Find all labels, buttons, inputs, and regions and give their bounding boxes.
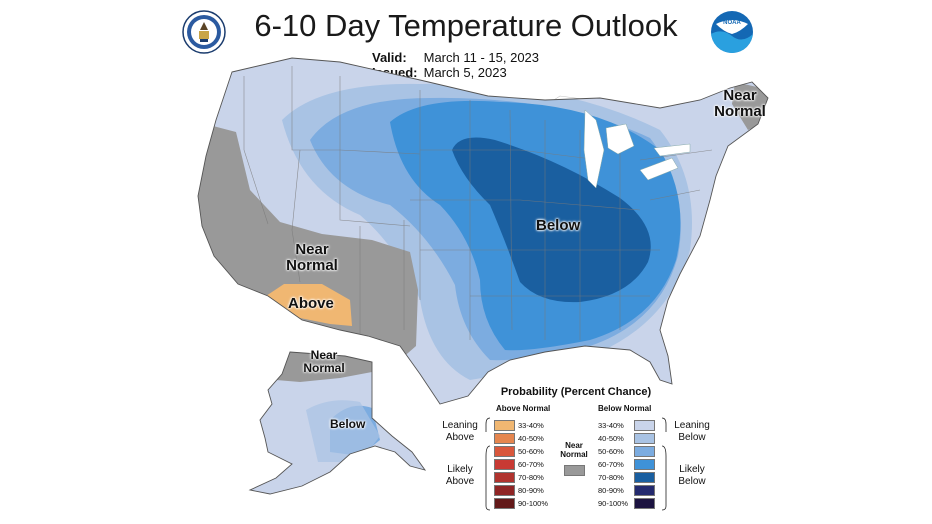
above-normal-swatch — [494, 446, 515, 457]
below-alaska-label: Below — [330, 417, 366, 431]
above-33-40-region — [266, 284, 352, 326]
conus-outlook — [198, 58, 768, 404]
below-70-80-region — [452, 137, 651, 303]
near-normal-alaska-label: Near Normal — [300, 349, 348, 374]
above-label: Above — [288, 295, 334, 312]
below-normal-swatch — [634, 472, 655, 483]
issued-value: March 5, 2023 — [423, 65, 507, 80]
near-normal-legend-line2: Normal — [560, 450, 588, 460]
near-normal-swatch — [564, 465, 585, 476]
legend-brackets — [485, 417, 667, 511]
below-normal-swatch-label: 90-100% — [598, 499, 629, 508]
above-normal-swatch-label: 90-100% — [518, 499, 549, 508]
leaning-below-label: Leaning Below — [670, 420, 714, 443]
issued-date: Issued: March 5, 2023 — [372, 65, 507, 80]
near-normal-ak-line1: Near — [310, 348, 338, 362]
noaa-logo-icon: NOAA — [711, 11, 753, 53]
conus-outline — [197, 57, 769, 405]
above-normal-swatch — [494, 420, 515, 431]
below-normal-swatch — [634, 459, 655, 470]
above-normal-swatch-label: 40-50% — [518, 434, 544, 443]
above-normal-swatch-label: 60-70% — [518, 460, 544, 469]
near-normal-ne-line2: Normal — [714, 102, 766, 120]
above-normal-swatch — [494, 485, 515, 496]
near-normal-west-label: Near Normal — [282, 242, 342, 274]
svg-text:NOAA: NOAA — [723, 20, 741, 26]
alaska-near-normal — [276, 352, 372, 382]
below-normal-swatch-label: 33-40% — [598, 421, 624, 430]
likely-above-label: Likely Above — [438, 464, 482, 487]
below-normal-swatch — [634, 446, 655, 457]
lake-overlays — [583, 109, 691, 189]
likely-above-line2: Above — [445, 475, 475, 487]
above-normal-header: Above Normal — [496, 404, 551, 413]
leaning-above-label: Leaning Above — [438, 420, 482, 443]
alaska-outline — [248, 351, 427, 495]
below-normal-header: Below Normal — [598, 404, 652, 413]
below-label: Below — [536, 217, 581, 234]
below-normal-swatch — [634, 420, 655, 431]
below-normal-swatch-label: 70-80% — [598, 473, 624, 482]
likely-below-label: Likely Below — [670, 464, 714, 487]
above-normal-swatch — [494, 472, 515, 483]
likely-below-line1: Likely — [679, 464, 705, 475]
above-normal-swatch-label: 70-80% — [518, 473, 544, 482]
near-normal-ak-line2: Normal — [303, 360, 345, 375]
near-normal-west-region — [198, 120, 418, 360]
near-normal-legend-line1: Near — [565, 441, 583, 450]
above-normal-swatch — [494, 498, 515, 509]
likely-above-line1: Likely — [447, 464, 473, 475]
below-normal-swatch-label: 60-70% — [598, 460, 624, 469]
department-of-commerce-seal-icon — [182, 10, 226, 54]
valid-label: Valid: — [372, 50, 407, 65]
leaning-above-line1: Leaning — [442, 420, 478, 431]
legend-title: Probability (Percent Chance) — [500, 386, 652, 398]
near-normal-legend-label: Near Normal — [556, 441, 592, 459]
state-boundaries — [243, 66, 713, 340]
below-normal-swatch — [634, 433, 655, 444]
near-normal-ne-line1: Near — [723, 87, 757, 104]
leaning-below-line1: Leaning — [674, 420, 710, 431]
above-normal-swatch-label: 33-40% — [518, 421, 544, 430]
below-normal-swatch-label: 80-90% — [598, 486, 624, 495]
valid-value: March 11 - 15, 2023 — [423, 50, 540, 65]
near-normal-west-line1: Near — [295, 241, 329, 258]
probability-legend: Probability (Percent Chance) Above Norma… — [436, 384, 716, 516]
below-normal-swatch-label: 40-50% — [598, 434, 624, 443]
near-normal-northeast-label: Near Normal — [710, 88, 770, 120]
likely-below-line2: Below — [678, 475, 706, 487]
valid-dates: Valid: March 11 - 15, 2023 — [372, 50, 539, 65]
above-normal-swatch — [494, 433, 515, 444]
leaning-below-line2: Below — [678, 431, 706, 443]
below-normal-swatch-label: 50-60% — [598, 447, 624, 456]
leaning-above-line2: Above — [445, 431, 475, 443]
above-normal-swatch — [494, 459, 515, 470]
below-normal-swatch — [634, 498, 655, 509]
map-title: 6-10 Day Temperature Outlook — [254, 8, 678, 43]
below-normal-swatch — [634, 485, 655, 496]
near-normal-west-line2: Normal — [286, 256, 338, 274]
above-normal-swatch-label: 50-60% — [518, 447, 544, 456]
above-normal-swatch-label: 80-90% — [518, 486, 544, 495]
